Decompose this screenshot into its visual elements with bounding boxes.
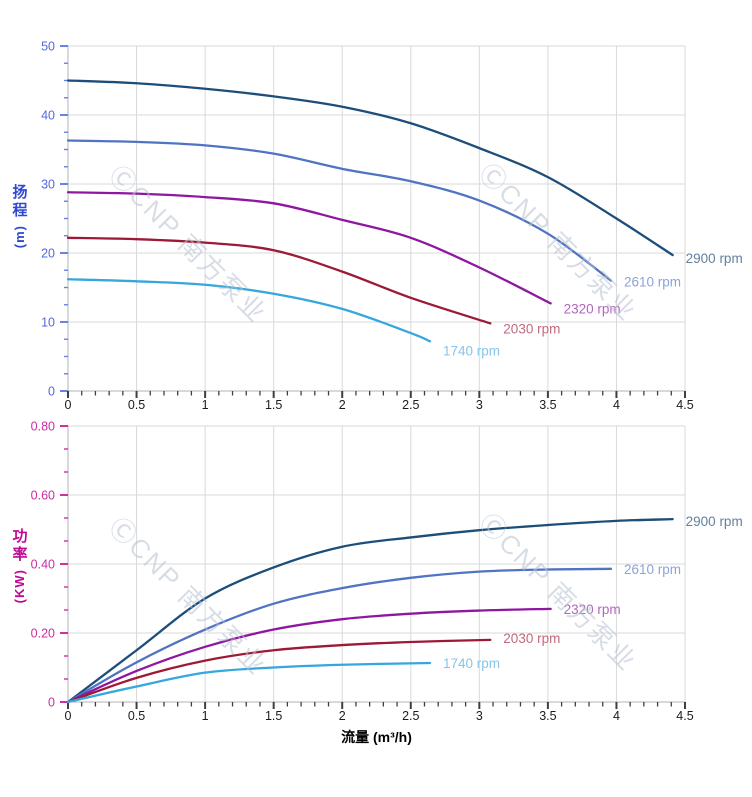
- x-tick-label: 4: [613, 709, 620, 723]
- curve-label-2610-rpm: 2610 rpm: [624, 275, 681, 290]
- curve-label-2610-rpm: 2610 rpm: [624, 562, 681, 577]
- curve-label-2900-rpm: 2900 rpm: [686, 514, 743, 529]
- head-y-axis-title-text: 扬程: [10, 184, 28, 220]
- curve-1740-rpm: [66, 661, 432, 704]
- x-tick-label: 3.5: [539, 709, 556, 723]
- x-tick-label: 3: [476, 398, 483, 412]
- curve-2610-rpm: [66, 139, 613, 282]
- x-tick-label: 1: [202, 709, 209, 723]
- head-vs-flow-chart: 0 10 20 30 40 50 0 0.5 1 1.5 2 2.5 3 3.5 4 4.5 2900 rpm 2…: [41, 40, 743, 413]
- y-tick-label: 0.80: [31, 420, 55, 434]
- x-tick-label: 2: [339, 709, 346, 723]
- x-tick-label: 4: [613, 398, 620, 412]
- curve-label-2030-rpm: 2030 rpm: [503, 321, 560, 336]
- curve-label-2030-rpm: 2030 rpm: [503, 631, 560, 646]
- y-tick-label: 50: [41, 40, 55, 54]
- x-tick-label: 4.5: [676, 398, 693, 412]
- x-tick-label: 3.5: [539, 398, 556, 412]
- head-y-axis-unit: (m): [11, 225, 27, 249]
- curve-label-2320-rpm: 2320 rpm: [564, 301, 621, 316]
- power-y-axis-title-text: 功率: [10, 528, 28, 564]
- y-tick-label: 40: [41, 109, 55, 123]
- curve-2320-rpm: [66, 607, 552, 704]
- x-tick-label: 3: [476, 709, 483, 723]
- power-y-axis-title: 功率 (KW): [6, 528, 32, 603]
- curve-2610-rpm: [66, 567, 613, 704]
- x-axis-title: 流量 (m³/h): [341, 729, 412, 745]
- curve-label-1740-rpm: 1740 rpm: [443, 343, 500, 358]
- y-tick-label: 0.60: [31, 489, 55, 503]
- curve-2030-rpm: [66, 236, 492, 325]
- x-tick-label: 0.5: [128, 398, 145, 412]
- curve-1740-rpm: [66, 278, 432, 343]
- curve-label-1740-rpm: 1740 rpm: [443, 656, 500, 671]
- x-tick-label: 1.5: [265, 398, 282, 412]
- x-tick-label: 2: [339, 398, 346, 412]
- x-tick-label: 2.5: [402, 709, 419, 723]
- power-y-axis-unit: (KW): [11, 569, 27, 604]
- curve-2900-rpm: [66, 518, 674, 704]
- curve-label-2320-rpm: 2320 rpm: [564, 602, 621, 617]
- x-tick-label: 0: [65, 398, 72, 412]
- y-tick-label: 0: [48, 385, 55, 399]
- x-tick-label: 1: [202, 398, 209, 412]
- x-tick-label: 0: [65, 709, 72, 723]
- curve-2030-rpm: [66, 638, 492, 704]
- curve-2900-rpm: [66, 79, 674, 257]
- x-tick-label: 4.5: [676, 709, 693, 723]
- y-tick-label: 0.20: [31, 627, 55, 641]
- x-tick-label: 2.5: [402, 398, 419, 412]
- y-tick-label: 10: [41, 316, 55, 330]
- y-tick-label: 30: [41, 178, 55, 192]
- y-tick-label: 0.40: [31, 558, 55, 572]
- y-tick-label: 0: [48, 696, 55, 710]
- power-vs-flow-chart: 0 0.20 0.40 0.60 0.80 0 0.5 1 1.5 2 2.5 3 3.5 4 4.5 290…: [31, 420, 743, 724]
- head-y-axis-title: 扬程 (m): [6, 184, 32, 248]
- x-tick-label: 1.5: [265, 709, 282, 723]
- y-tick-label: 20: [41, 247, 55, 261]
- curve-2320-rpm: [66, 191, 552, 305]
- x-tick-label: 0.5: [128, 709, 145, 723]
- curve-label-2900-rpm: 2900 rpm: [686, 251, 743, 266]
